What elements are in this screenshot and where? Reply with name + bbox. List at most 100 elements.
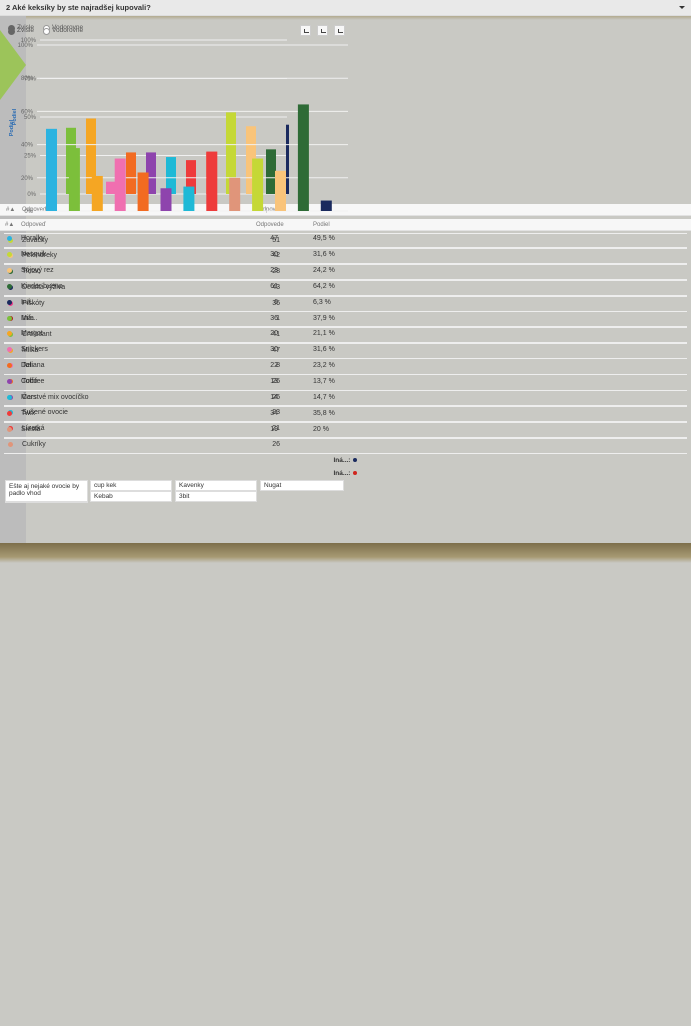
answer-count: 26 (272, 440, 280, 448)
row-divider (4, 421, 687, 423)
download-icon-glyph (338, 29, 343, 33)
radio-label[interactable]: Vodorovne (52, 24, 84, 31)
answer-count: 23 (270, 266, 278, 274)
row-divider (4, 279, 687, 281)
radio-label[interactable]: Zvisle (17, 27, 34, 34)
color-dot (7, 267, 12, 273)
answer-count: 36 (272, 299, 280, 307)
download-icon[interactable] (334, 25, 345, 36)
radio-button[interactable] (8, 28, 15, 35)
color-dot (7, 426, 12, 432)
other-label: Iná...: (0, 457, 691, 464)
answer-count: 43 (272, 283, 280, 291)
bar (246, 126, 256, 194)
row-divider (4, 421, 687, 423)
table-header-bg (0, 219, 691, 231)
radio-label[interactable]: Zvisle (17, 24, 34, 31)
radio-button[interactable] (43, 28, 50, 35)
answer-share: 31,6 % (313, 346, 335, 354)
answer-count: 22 (270, 362, 278, 370)
answer-label: Mila (21, 314, 34, 322)
y-axis-label: Podiel (9, 119, 15, 136)
answer-count: 47 (270, 235, 278, 242)
answer-share: 21,1 % (313, 330, 335, 338)
answer-label: Margot (21, 330, 43, 338)
answer-label: Cukríky (22, 440, 46, 448)
row-divider (4, 390, 687, 391)
answer-share: 31,6 % (313, 250, 335, 258)
answer-count: 30 (270, 250, 278, 258)
bar (186, 160, 196, 194)
answer-label: Horalky (21, 235, 45, 242)
answer-count: 34 (270, 409, 278, 417)
answer-count: 14 (270, 394, 278, 401)
answer-share: 49,5 % (313, 235, 335, 242)
answer-count: 20 (270, 330, 278, 338)
title-menu-arrow[interactable] (679, 6, 685, 9)
table-header[interactable]: Odpoveď (21, 222, 46, 228)
answer-label: Iná... (22, 315, 38, 323)
color-dot (7, 283, 12, 289)
other-answer: Nugat (260, 480, 344, 491)
row-divider (4, 358, 687, 360)
bar (252, 158, 264, 211)
row-divider (4, 326, 687, 328)
answer-count: 36 (270, 314, 278, 322)
page: 3 Aké sladkosti máte najradšej?ZvisleVod… (0, 0, 691, 543)
bar (68, 148, 80, 211)
other-dot (353, 471, 358, 476)
menu-icon-glyph (321, 29, 326, 33)
color-dot (7, 331, 12, 337)
table-header[interactable]: Odpovede (258, 207, 286, 213)
answer-label: Siesta (21, 425, 41, 433)
y-tick-label: 60% (21, 109, 34, 115)
bar (166, 157, 176, 194)
row-divider (4, 264, 687, 266)
radio-label[interactable]: Vodorovne (52, 27, 84, 34)
row-divider (4, 310, 687, 312)
chart: 0% 25% 50% 75% 100% Podiel (12, 38, 289, 198)
bar (226, 112, 236, 194)
answer-count: 19 (270, 425, 278, 433)
table-header[interactable]: #▲ (6, 207, 16, 213)
bar (106, 181, 116, 194)
row-divider (4, 246, 687, 248)
answer-count: 21 (272, 425, 280, 433)
row-divider (4, 294, 687, 296)
row-divider (4, 248, 687, 250)
row-divider (4, 278, 687, 280)
bar (91, 175, 103, 211)
menu-icon[interactable] (317, 25, 328, 36)
color-dot (7, 236, 12, 241)
bar (160, 188, 172, 211)
answer-share: 37,9 % (313, 314, 335, 322)
answer-count: 30 (270, 346, 278, 354)
row-divider (4, 342, 687, 344)
other-answer: Kebab (90, 491, 172, 502)
bar (206, 151, 218, 211)
color-dot (7, 410, 12, 416)
table-header[interactable]: #▲ (5, 222, 15, 228)
answer-count: 51 (272, 236, 280, 244)
answer-count: 13 (270, 378, 278, 386)
other-label: Iná...: (0, 470, 691, 477)
answer-share: 35,8 % (313, 409, 335, 417)
answer-count: 41 (272, 330, 280, 338)
table-header[interactable]: Odpoveď (22, 207, 47, 213)
answer-share: 24,2 % (313, 266, 335, 274)
color-dot (8, 441, 13, 447)
other-answer: Ešte aj nejaké ovocie by padlo vhod (5, 480, 88, 502)
answer-label: Lízatká (22, 425, 45, 433)
table-header[interactable]: Podiel (313, 222, 330, 228)
row-divider (4, 437, 687, 439)
bar (46, 128, 57, 211)
bar (266, 149, 276, 194)
table-header[interactable]: Odpovede (256, 222, 284, 228)
y-tick-label: 50% (24, 115, 37, 121)
bar (229, 177, 241, 211)
color-dot (7, 299, 12, 305)
answer-label: Nesquik (21, 250, 47, 258)
table-header-bg (0, 204, 691, 216)
bar-icon[interactable] (300, 25, 311, 36)
